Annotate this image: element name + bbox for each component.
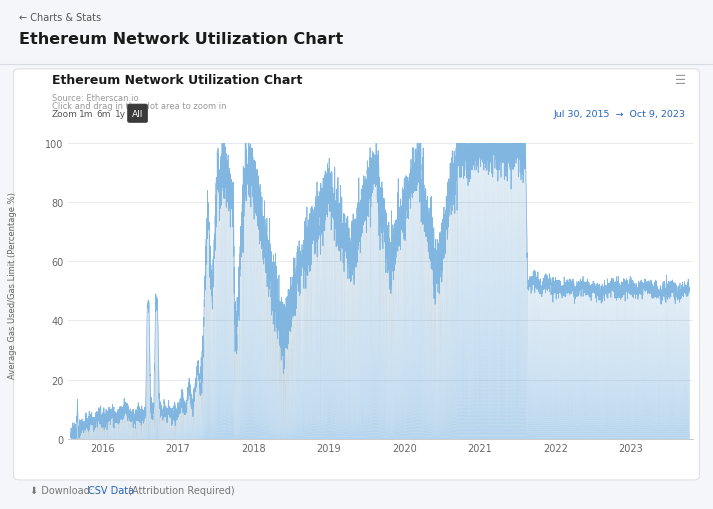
Text: Average Gas Used/Gas Limit (Percentage %): Average Gas Used/Gas Limit (Percentage %… [9, 192, 17, 378]
Text: Jul 30, 2015  →  Oct 9, 2023: Jul 30, 2015 → Oct 9, 2023 [554, 109, 686, 119]
Text: Ethereum Network Utilization Chart: Ethereum Network Utilization Chart [19, 32, 344, 46]
Text: ⬇ Download:: ⬇ Download: [30, 485, 96, 495]
Text: ☰: ☰ [674, 74, 686, 87]
Text: (Attribution Required): (Attribution Required) [125, 485, 235, 495]
Text: All: All [132, 109, 143, 119]
Text: 1m: 1m [79, 109, 93, 119]
Text: Ethereum Network Utilization Chart: Ethereum Network Utilization Chart [52, 74, 302, 87]
Text: CSV Data: CSV Data [88, 485, 135, 495]
Text: 6m: 6m [96, 109, 111, 119]
FancyBboxPatch shape [128, 105, 148, 123]
Text: Source: Etherscan.io: Source: Etherscan.io [52, 94, 138, 103]
FancyBboxPatch shape [14, 70, 699, 480]
Text: 1y: 1y [115, 109, 126, 119]
Text: Zoom: Zoom [52, 109, 78, 119]
Text: ← Charts & Stats: ← Charts & Stats [19, 13, 101, 23]
Text: Click and drag in the plot area to zoom in: Click and drag in the plot area to zoom … [52, 102, 227, 111]
